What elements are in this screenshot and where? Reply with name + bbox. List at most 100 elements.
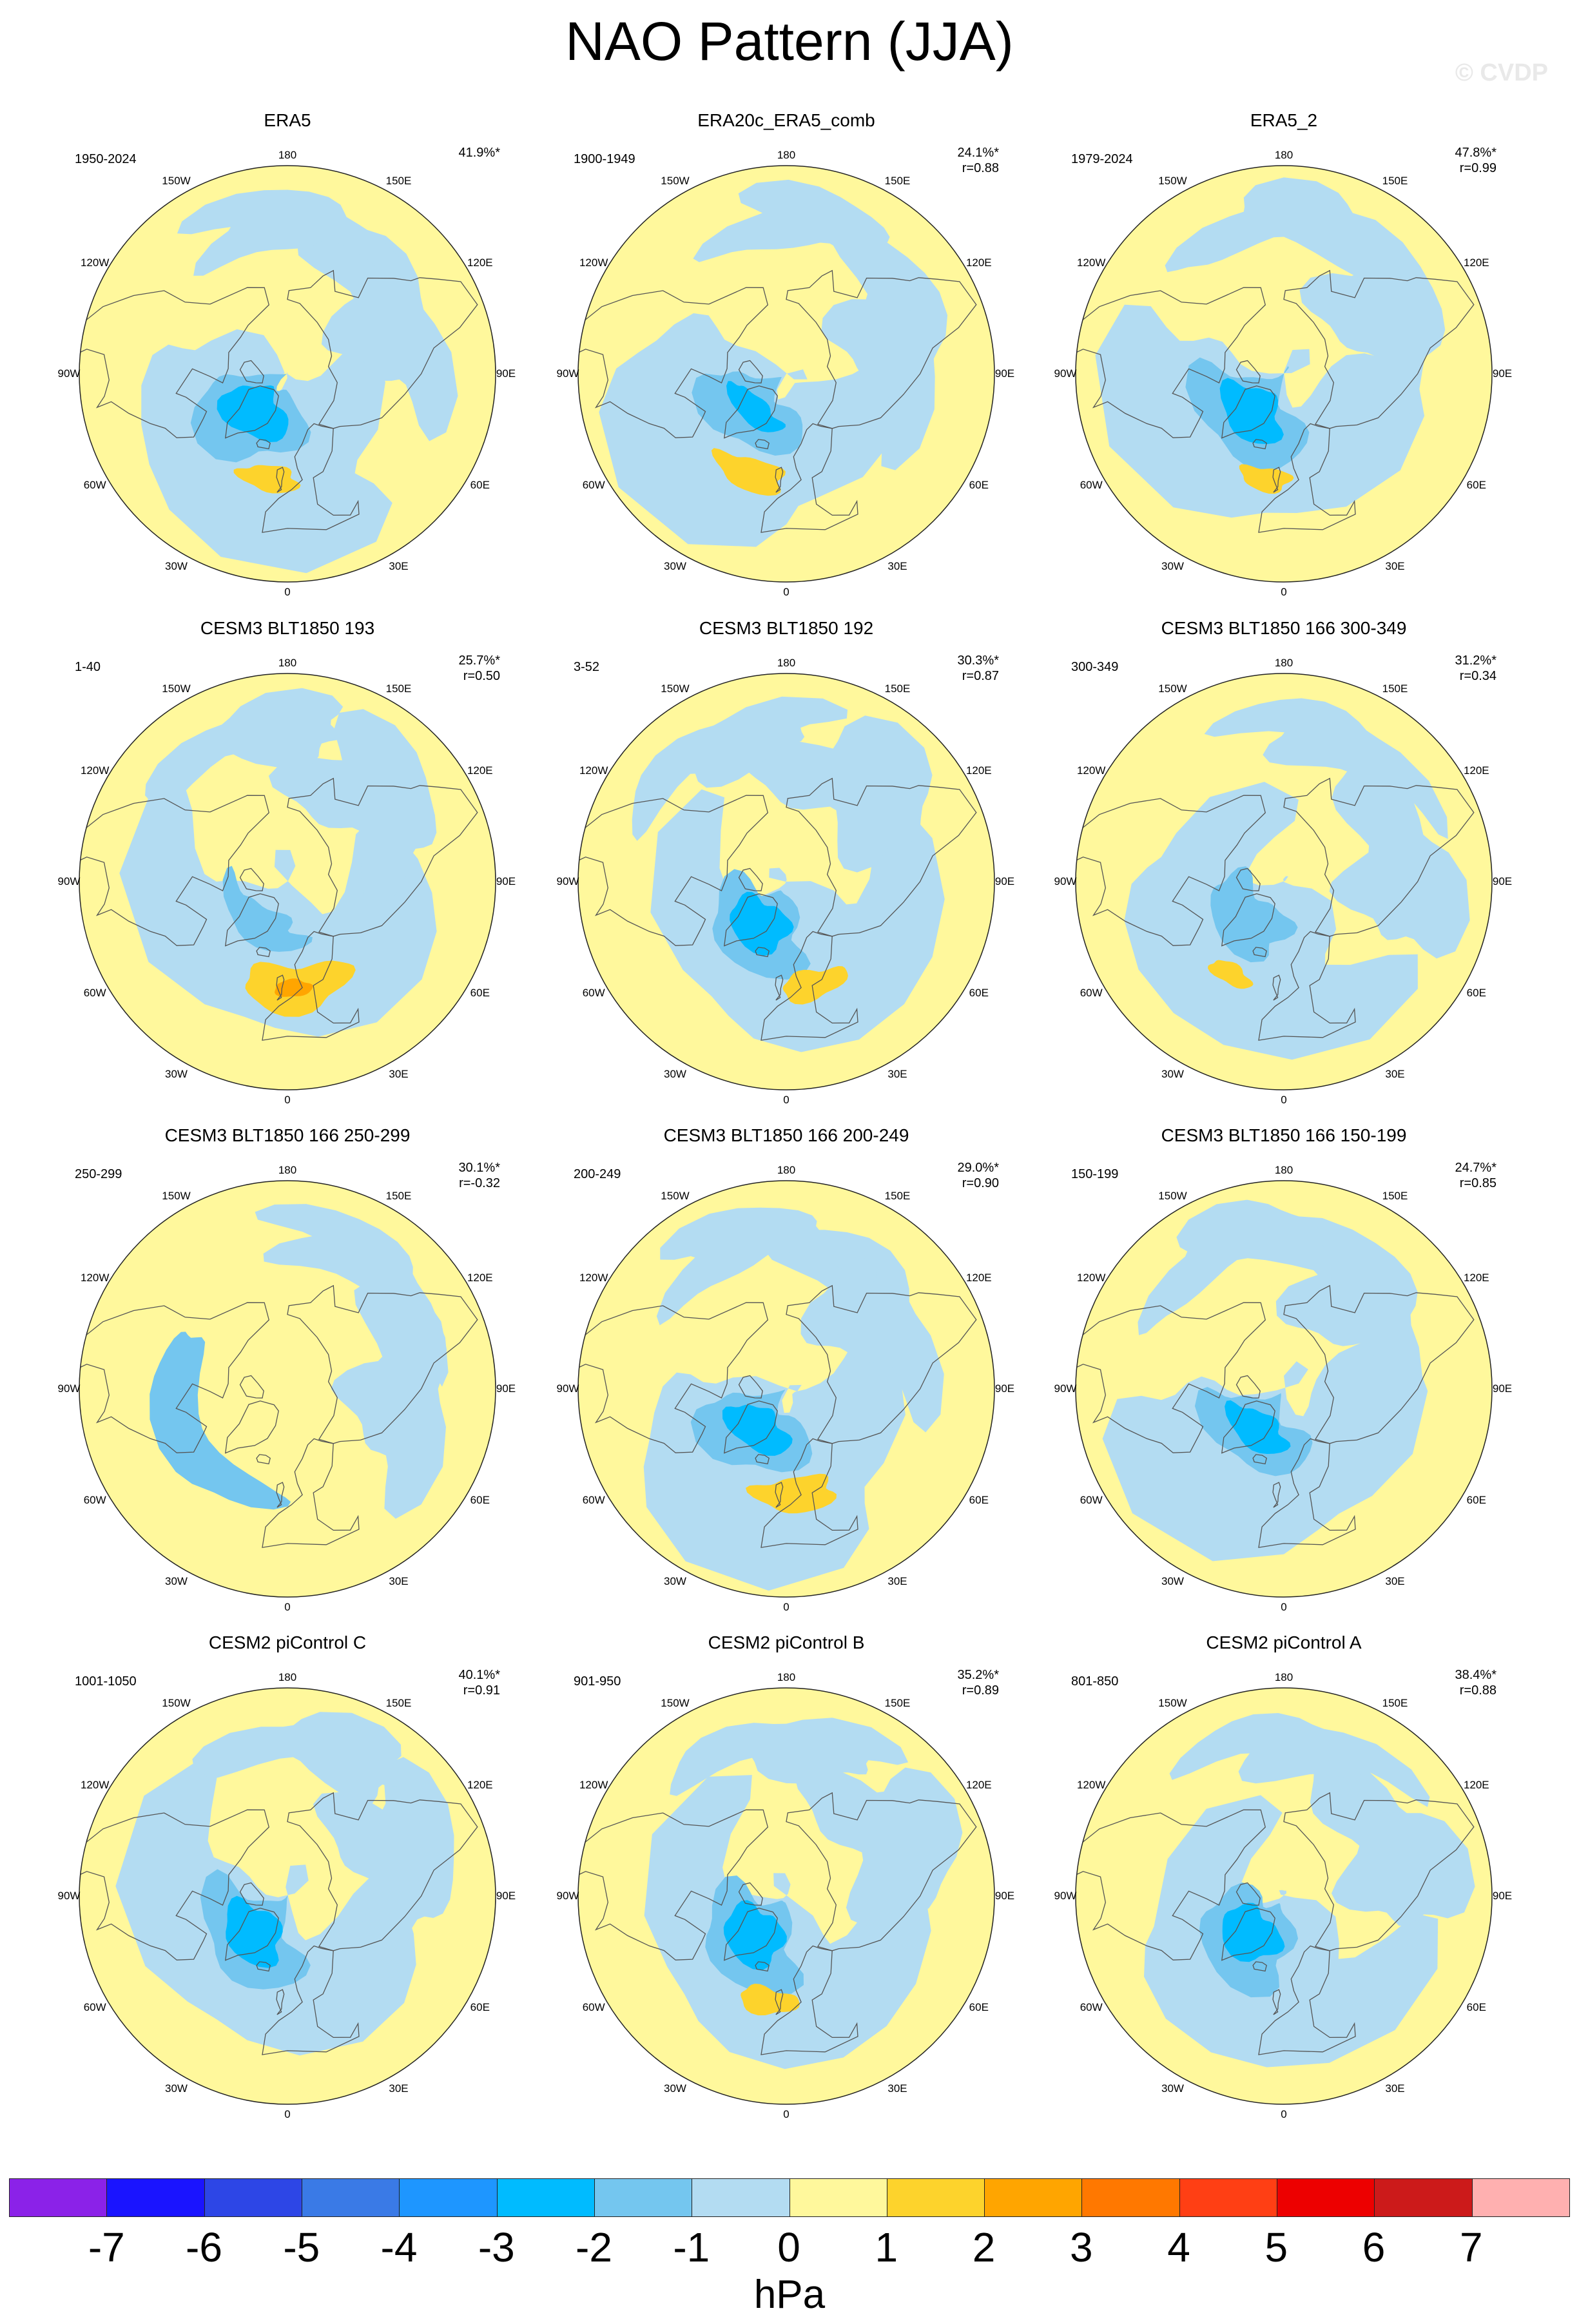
period-label: 200-249 — [574, 1167, 621, 1181]
coastline — [724, 893, 778, 947]
panel-title: ERA20c_ERA5_comb — [697, 110, 875, 130]
longitude-label: 30E — [389, 1574, 409, 1587]
field-region — [331, 1283, 447, 1519]
longitude-label: 60E — [969, 986, 989, 999]
field-region — [1310, 1756, 1475, 1926]
colorbar-box — [10, 2179, 108, 2216]
variance-label: 40.1%* — [458, 1668, 501, 1682]
longitude-label: 30W — [1161, 1067, 1184, 1080]
longitude-label: 150W — [661, 1697, 690, 1710]
longitude-label: 180 — [278, 149, 297, 161]
longitude-label: 180 — [1274, 1671, 1293, 1683]
coastline — [1235, 360, 1261, 383]
field-region — [782, 966, 848, 1005]
colorbar-box — [1082, 2179, 1180, 2216]
coastline — [1221, 1908, 1275, 1961]
panel-title: CESM3 BLT1850 193 — [200, 618, 375, 638]
correlation-label: r=0.50 — [463, 669, 500, 683]
field-region — [150, 1331, 291, 1510]
coastline — [775, 974, 784, 1001]
field-region — [1329, 758, 1470, 959]
coastline — [1252, 439, 1267, 450]
longitude-label: 60E — [969, 1493, 989, 1506]
panel-title: CESM2 piControl B — [708, 1632, 865, 1652]
coastline — [578, 287, 769, 438]
coastline — [1221, 1400, 1275, 1454]
correlation-label: r=0.87 — [962, 669, 999, 683]
longitude-label: 150W — [661, 175, 690, 188]
field-region — [1138, 1199, 1342, 1335]
longitude-label: 60E — [470, 986, 490, 999]
field-region — [1299, 211, 1446, 442]
coastline — [239, 867, 264, 891]
colorbar-tick-label: 5 — [1264, 2224, 1288, 2271]
coastline — [1235, 867, 1261, 891]
colorbar-tick-label: -5 — [283, 2224, 320, 2271]
longitude-label: 0 — [1281, 586, 1287, 598]
coastline — [1252, 1454, 1267, 1465]
longitude-label: 30E — [1385, 1067, 1405, 1080]
map-border — [1075, 165, 1493, 583]
colorbar-box — [790, 2179, 887, 2216]
longitude-label: 90W — [1054, 367, 1077, 380]
map-panel: CESM2 piControl B 901-950 35.2%* r=0.89 180 1… — [557, 1632, 1015, 2122]
coastline — [276, 974, 285, 1001]
coastline — [775, 467, 784, 493]
panel-title: CESM2 piControl A — [1206, 1632, 1362, 1652]
longitude-label: 150W — [162, 1190, 191, 1203]
variance-label: 47.8%* — [1455, 146, 1497, 160]
longitude-label: 30W — [1161, 2082, 1184, 2095]
map-border — [79, 673, 496, 1090]
variance-label: 38.4%* — [1455, 1668, 1497, 1682]
longitude-label: 90E — [1492, 1382, 1513, 1395]
variance-label: 35.2%* — [957, 1668, 1000, 1682]
longitude-label: 60E — [969, 2000, 989, 2013]
longitude-label: 180 — [1274, 149, 1293, 161]
coastline — [578, 1302, 769, 1453]
panel-title: ERA5_2 — [1250, 110, 1318, 130]
field-region — [763, 1230, 944, 1433]
longitude-label: 150W — [1158, 683, 1187, 695]
panel-title: CESM3 BLT1850 166 250-299 — [164, 1125, 411, 1145]
longitude-label: 150E — [1382, 1697, 1408, 1710]
coastline — [738, 867, 763, 891]
longitude-label: 60W — [83, 478, 106, 491]
longitude-label: 60W — [1080, 2000, 1103, 2013]
longitude-label: 0 — [783, 1601, 790, 1613]
field-region — [1268, 1215, 1423, 1423]
coastline — [79, 795, 270, 946]
longitude-label: 90E — [1492, 875, 1513, 887]
polar-map — [1075, 1687, 1493, 2105]
longitude-label: 30E — [887, 1067, 907, 1080]
coastline — [1272, 1989, 1281, 2015]
colorbar-tick-label: 2 — [972, 2224, 996, 2271]
colorbar-tick-label: -4 — [380, 2224, 418, 2271]
correlation-label: r=0.88 — [1459, 1683, 1497, 1698]
longitude-label: 60W — [83, 2000, 106, 2013]
map-panel: CESM3 BLT1850 192 3-52 30.3%* r=0.87 180 150E… — [557, 617, 1015, 1107]
coastline — [1283, 269, 1475, 429]
longitude-label: 150W — [661, 1190, 690, 1203]
longitude-label: 30E — [887, 1574, 907, 1587]
map-border — [577, 673, 995, 1090]
field-region — [226, 1895, 283, 1968]
period-label: 1979-2024 — [1071, 152, 1133, 166]
correlation-label: r=0.99 — [1459, 161, 1497, 175]
longitude-label: 90W — [556, 367, 579, 380]
field-region — [656, 1207, 877, 1326]
longitude-label: 30E — [1385, 559, 1405, 572]
coastline — [225, 1400, 279, 1454]
colorbar-box — [1179, 2179, 1278, 2216]
coastline — [1272, 467, 1281, 493]
map-panel: CESM3 BLT1850 166 200-249 200-249 29.0%* r=… — [557, 1125, 1015, 1614]
longitude-label: 120E — [467, 1271, 493, 1284]
period-label: 1900-1949 — [574, 152, 635, 166]
coastline — [287, 777, 478, 937]
period-label: 150-199 — [1071, 1167, 1119, 1181]
longitude-label: 90E — [1492, 1890, 1513, 1902]
longitude-label: 150W — [162, 683, 191, 695]
colorbar-tick-label: 0 — [777, 2224, 800, 2271]
coastline — [775, 1989, 784, 2015]
longitude-label: 150W — [1158, 1190, 1187, 1203]
field-region — [722, 1404, 793, 1456]
